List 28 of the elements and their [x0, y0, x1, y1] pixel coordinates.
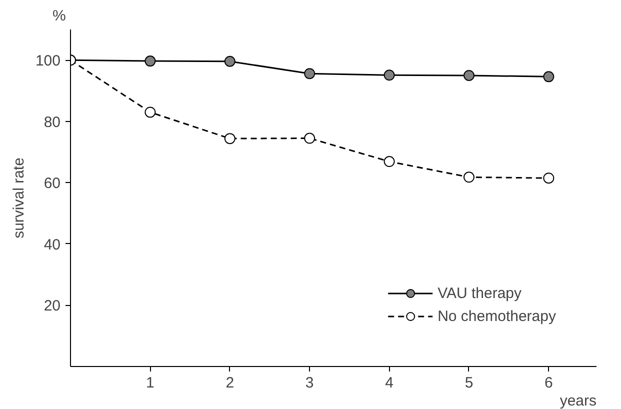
x-tick-label: 1 [146, 374, 154, 392]
point [224, 133, 236, 144]
y-tick-label: 80 [44, 114, 61, 131]
y-tick-label: 60 [44, 175, 61, 192]
y-axis-title: survival rate [10, 158, 28, 238]
point [463, 70, 474, 81]
point [384, 70, 395, 81]
point [144, 106, 156, 118]
x-tick-label: 4 [385, 374, 394, 392]
point [224, 56, 236, 67]
text: % [52, 8, 66, 24]
y-tick-label: 40 [44, 236, 61, 254]
y-tick-label: 100 [35, 52, 61, 70]
y-tick-label: 20 [44, 298, 61, 315]
x-tick-label: 2 [226, 374, 234, 392]
point [304, 68, 316, 80]
legend-label: No chemotherapy [438, 308, 556, 324]
point [304, 132, 316, 144]
point [144, 56, 156, 67]
point [384, 156, 395, 168]
x-tick-label: 5 [464, 374, 474, 392]
point [463, 172, 474, 183]
x-tick-label: 6 [544, 374, 553, 392]
point [543, 172, 554, 184]
legend-label: VAU therapy [438, 284, 522, 302]
x-axis-title: years [560, 392, 597, 409]
x-tick-label: 3 [305, 374, 314, 392]
point [543, 71, 554, 82]
